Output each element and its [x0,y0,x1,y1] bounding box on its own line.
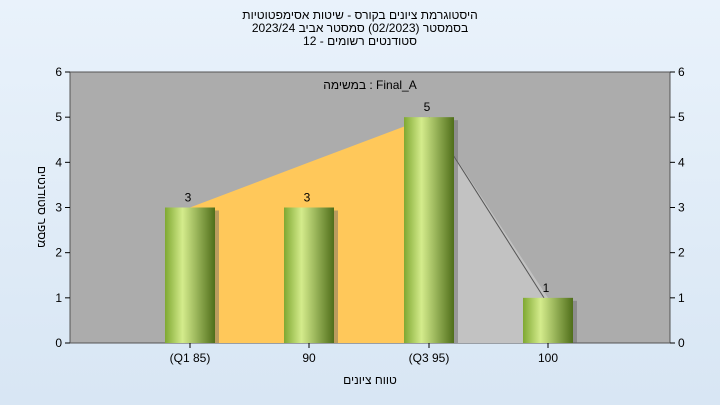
bar-value-label: 3 [304,191,311,205]
x-tick-label: 90 [302,351,316,365]
y-tick-label: 6 [55,65,62,79]
bar [165,207,215,343]
y2-tick-label: 3 [678,201,685,215]
bar-value-label: 3 [185,191,192,205]
y-tick-label: 2 [55,246,62,260]
y-tick-label: 4 [55,155,62,169]
y-tick-label: 1 [55,291,62,305]
y2-tick-label: 5 [678,110,685,124]
chart-titles: היסטוגרמת ציונים בקורס - שיטות אסימפטוטי… [0,9,720,48]
bar [404,117,454,344]
chart-subtitle-enrolled: סטודנטים רשומים - 12 [303,34,417,48]
x-tick-label: (Q3 95) [409,351,450,365]
area-series-fill-tail [429,117,548,344]
y2-tick-label: 0 [678,336,685,350]
x-tick-label: 100 [538,351,558,365]
bar [523,297,573,343]
y-tick-label: 0 [55,336,62,350]
chart-subtitle-semester: בסמסטר (02/2023) סמסטר אביב 2023/24 [251,21,469,35]
y2-tick-label: 1 [678,291,685,305]
y-tick-label: 5 [55,110,62,124]
chart-title: היסטוגרמת ציונים בקורס - שיטות אסימפטוטי… [242,8,478,22]
bar [284,207,334,343]
x-tick-label: (Q1 85) [170,351,211,365]
y-axis-label: מספר סטודנטים [35,166,49,248]
x-axis-label: טווח ציונים [343,373,397,387]
y2-tick-label: 4 [678,155,685,169]
bar-value-label: 5 [424,100,431,114]
annotation-label: במשימה : Final_A [323,78,417,92]
bar-value-label: 1 [543,281,550,295]
y2-tick-label: 2 [678,246,685,260]
y2-tick-label: 6 [678,65,685,79]
y-tick-label: 3 [55,201,62,215]
